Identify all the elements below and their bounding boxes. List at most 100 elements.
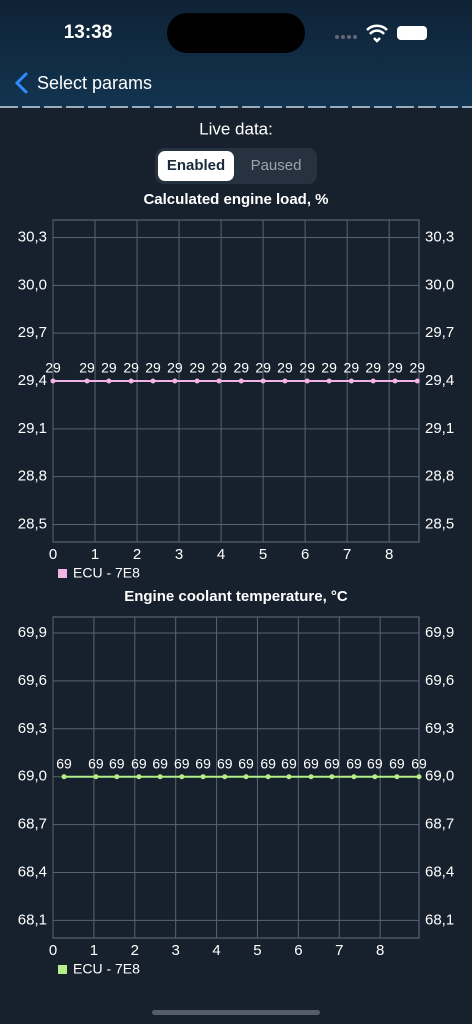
data-label: 29	[101, 360, 117, 376]
x-tick-label: 4	[212, 942, 220, 959]
data-label: 69	[88, 755, 104, 771]
x-tick-label: 6	[294, 942, 302, 959]
live-data-label: Live data:	[199, 119, 273, 138]
data-label: 29	[344, 360, 360, 376]
segment-selected	[158, 151, 234, 181]
y-tick-label: 28,8	[18, 468, 47, 485]
data-label: 29	[79, 360, 95, 376]
y-tick-label: 69,0	[18, 768, 47, 785]
data-label: 69	[281, 755, 297, 771]
data-point	[128, 378, 134, 384]
data-point	[243, 774, 249, 780]
data-point	[286, 774, 292, 780]
x-tick-label: 5	[253, 942, 261, 959]
y2-tick-label: 69,9	[425, 624, 454, 641]
data-label: 69	[109, 755, 125, 771]
x-tick-label: 6	[301, 546, 309, 563]
y2-tick-label: 30,3	[425, 229, 454, 246]
data-label: 69	[174, 755, 190, 771]
data-label: 69	[346, 755, 362, 771]
data-label: 29	[365, 360, 381, 376]
y2-tick-label: 29,4	[425, 372, 454, 389]
data-point	[372, 774, 378, 780]
data-point	[84, 378, 90, 384]
data-point	[351, 774, 357, 780]
data-label: 29	[410, 360, 426, 376]
data-point	[326, 378, 332, 384]
data-label: 69	[324, 755, 340, 771]
y-tick-label: 69,9	[18, 624, 47, 641]
data-label: 69	[195, 755, 211, 771]
x-tick-label: 5	[259, 546, 267, 563]
y2-tick-label: 30,0	[425, 276, 454, 293]
back-icon[interactable]	[14, 72, 28, 94]
data-point	[394, 774, 400, 780]
data-point	[93, 774, 99, 780]
data-point	[150, 378, 156, 384]
x-tick-label: 3	[172, 942, 180, 959]
y-tick-label: 68,4	[18, 863, 47, 880]
data-label: 69	[131, 755, 147, 771]
data-point	[222, 774, 228, 780]
y2-tick-label: 29,7	[425, 324, 454, 341]
data-point	[50, 378, 56, 384]
data-point	[61, 774, 67, 780]
back-button[interactable]: Select params	[37, 73, 152, 93]
y-tick-label: 69,6	[18, 672, 47, 689]
data-point	[329, 774, 335, 780]
y2-tick-label: 29,1	[425, 420, 454, 437]
y-tick-label: 29,7	[18, 324, 47, 341]
y2-tick-label: 68,7	[425, 816, 454, 833]
data-point	[282, 378, 288, 384]
data-label: 69	[152, 755, 168, 771]
y2-tick-label: 69,6	[425, 672, 454, 689]
y2-tick-label: 28,8	[425, 468, 454, 485]
data-point	[114, 774, 120, 780]
x-tick-label: 2	[131, 942, 139, 959]
data-label: 29	[387, 360, 403, 376]
y2-tick-label: 28,5	[425, 515, 454, 532]
home-indicator	[152, 1010, 320, 1015]
y-tick-label: 69,3	[18, 720, 47, 737]
y2-tick-label: 68,1	[425, 911, 454, 928]
y-tick-label: 68,7	[18, 816, 47, 833]
data-point	[416, 774, 422, 780]
segment-enabled[interactable]: Enabled	[167, 157, 225, 174]
legend-swatch	[58, 569, 67, 578]
segment-paused[interactable]: Paused	[251, 157, 302, 174]
data-point	[172, 378, 178, 384]
data-label: 29	[145, 360, 161, 376]
y-tick-label: 68,1	[18, 911, 47, 928]
legend-label: ECU - 7E8	[73, 961, 140, 977]
chart-title: Calculated engine load, %	[143, 191, 328, 208]
status-time: 13:38	[64, 22, 113, 43]
x-tick-label: 7	[335, 942, 343, 959]
data-point	[370, 378, 376, 384]
x-tick-label: 1	[90, 942, 98, 959]
data-label: 29	[189, 360, 205, 376]
x-tick-label: 0	[49, 942, 57, 959]
x-tick-label: 0	[49, 546, 57, 563]
data-label: 69	[389, 755, 405, 771]
y-tick-label: 30,3	[18, 229, 47, 246]
data-label: 29	[299, 360, 315, 376]
x-tick-label: 3	[175, 546, 183, 563]
data-label: 69	[411, 755, 427, 771]
legend-swatch	[58, 965, 67, 974]
legend-label: ECU - 7E8	[73, 565, 140, 581]
data-point	[260, 378, 266, 384]
data-label: 69	[56, 755, 72, 771]
y-tick-label: 30,0	[18, 276, 47, 293]
data-point	[179, 774, 185, 780]
x-tick-label: 7	[343, 546, 351, 563]
data-point	[414, 378, 420, 384]
y2-tick-label: 69,0	[425, 768, 454, 785]
data-label: 69	[303, 755, 319, 771]
data-point	[194, 378, 200, 384]
data-label: 29	[321, 360, 337, 376]
data-point	[304, 378, 310, 384]
chart-title: Engine coolant temperature, °C	[124, 588, 348, 605]
data-label: 29	[233, 360, 249, 376]
